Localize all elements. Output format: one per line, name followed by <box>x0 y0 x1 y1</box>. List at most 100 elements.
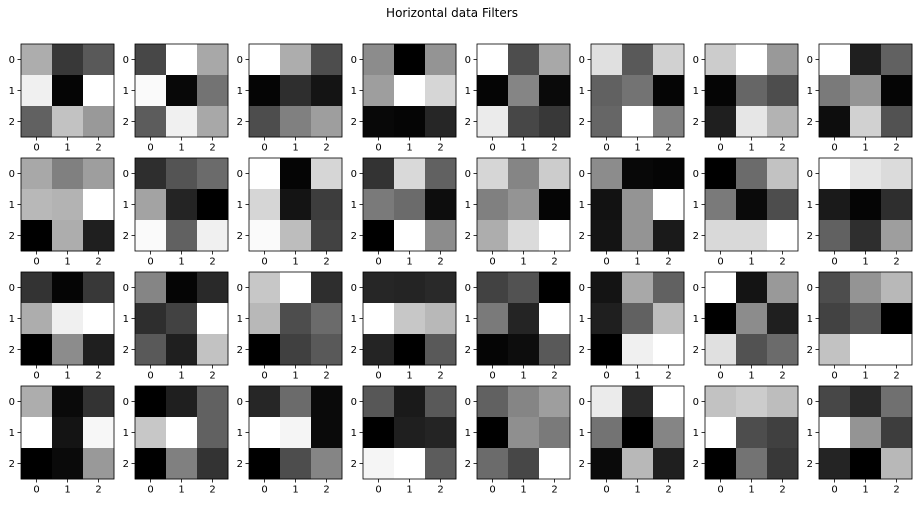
x-tick-label: 0 <box>831 143 837 154</box>
y-tick-label: 0 <box>465 397 471 408</box>
filter-cell <box>425 220 457 252</box>
filter-cell <box>83 334 115 366</box>
filter-cell <box>705 417 737 449</box>
filter-cell <box>736 189 768 221</box>
filter-cell <box>21 106 53 138</box>
filter-cell <box>850 386 882 418</box>
filter-cell <box>622 44 654 76</box>
filter-cell <box>591 334 623 366</box>
filter-cell <box>135 158 167 190</box>
y-tick-label: 1 <box>465 200 471 211</box>
filter-cell <box>83 386 115 418</box>
filter-cell <box>653 75 685 107</box>
y-tick-label: 0 <box>807 397 813 408</box>
filter-cell <box>819 106 851 138</box>
y-tick-label: 2 <box>123 117 129 128</box>
x-tick-label: 1 <box>178 371 184 382</box>
filter-cell <box>508 158 540 190</box>
filter-cell <box>591 417 623 449</box>
filter-cell <box>52 75 84 107</box>
x-tick-label: 1 <box>64 143 70 154</box>
filter-cell <box>508 189 540 221</box>
filter-cell <box>653 189 685 221</box>
filter-cell <box>425 189 457 221</box>
filter-cell <box>52 220 84 252</box>
x-tick-label: 0 <box>261 371 267 382</box>
x-tick-label: 2 <box>95 371 101 382</box>
filter-cell <box>508 44 540 76</box>
filter-cell <box>135 44 167 76</box>
filter-cell <box>653 303 685 335</box>
filter-cell <box>705 334 737 366</box>
filter-cell <box>311 158 343 190</box>
y-tick-label: 2 <box>237 459 243 470</box>
y-tick-label: 0 <box>123 283 129 294</box>
filter-panel: 0 0 1 1 2 2 <box>351 385 457 496</box>
x-tick-label: 2 <box>551 143 557 154</box>
filter-cell <box>508 106 540 138</box>
filter-cell <box>477 189 509 221</box>
filter-cell <box>539 334 571 366</box>
y-tick-label: 1 <box>807 314 813 325</box>
filter-cell <box>850 334 882 366</box>
filter-cell <box>135 272 167 304</box>
filter-cell <box>622 220 654 252</box>
filter-cell <box>819 334 851 366</box>
y-tick-label: 0 <box>693 55 699 66</box>
y-tick-label: 1 <box>123 200 129 211</box>
x-tick-label: 2 <box>779 257 785 268</box>
x-tick-label: 0 <box>33 143 39 154</box>
filter-cell <box>311 106 343 138</box>
filter-cell <box>881 417 913 449</box>
filter-cell <box>83 75 115 107</box>
filter-cell <box>363 417 395 449</box>
filter-panel: 0 0 1 1 2 2 <box>465 271 571 382</box>
filter-cell <box>166 106 198 138</box>
filter-cell <box>52 158 84 190</box>
filter-cell <box>653 220 685 252</box>
filter-cell <box>280 106 312 138</box>
filter-panel: 0 0 1 1 2 2 <box>807 43 913 154</box>
x-tick-label: 2 <box>95 485 101 496</box>
filter-cell <box>881 220 913 252</box>
filter-cell <box>52 448 84 480</box>
y-tick-label: 2 <box>579 345 585 356</box>
filter-cell <box>425 272 457 304</box>
x-tick-label: 0 <box>147 143 153 154</box>
x-tick-label: 2 <box>209 143 215 154</box>
filter-cell <box>736 220 768 252</box>
y-tick-label: 2 <box>693 117 699 128</box>
filter-cell <box>197 106 229 138</box>
filter-cell <box>21 220 53 252</box>
y-tick-label: 0 <box>579 55 585 66</box>
y-tick-label: 1 <box>351 200 357 211</box>
x-tick-label: 2 <box>551 257 557 268</box>
x-tick-label: 0 <box>147 485 153 496</box>
filter-cell <box>591 448 623 480</box>
y-tick-label: 2 <box>237 117 243 128</box>
filter-cell <box>394 158 426 190</box>
y-tick-label: 2 <box>351 345 357 356</box>
filter-panel: 0 0 1 1 2 2 <box>693 157 799 268</box>
x-tick-label: 0 <box>33 485 39 496</box>
x-tick-label: 2 <box>893 371 899 382</box>
y-tick-label: 1 <box>465 86 471 97</box>
y-tick-label: 0 <box>9 397 15 408</box>
y-tick-label: 2 <box>237 231 243 242</box>
filter-panel: 0 0 1 1 2 2 <box>123 157 229 268</box>
y-tick-label: 2 <box>579 459 585 470</box>
filter-cell <box>166 386 198 418</box>
filter-cell <box>394 106 426 138</box>
y-tick-label: 0 <box>465 169 471 180</box>
x-tick-label: 0 <box>375 485 381 496</box>
y-tick-label: 1 <box>237 314 243 325</box>
x-tick-label: 0 <box>375 257 381 268</box>
filter-cell <box>622 189 654 221</box>
x-tick-label: 1 <box>292 485 298 496</box>
y-tick-label: 2 <box>123 459 129 470</box>
filter-cell <box>591 189 623 221</box>
filter-cell <box>249 386 281 418</box>
filter-cell <box>197 448 229 480</box>
filter-cell <box>52 44 84 76</box>
filter-cell <box>249 334 281 366</box>
